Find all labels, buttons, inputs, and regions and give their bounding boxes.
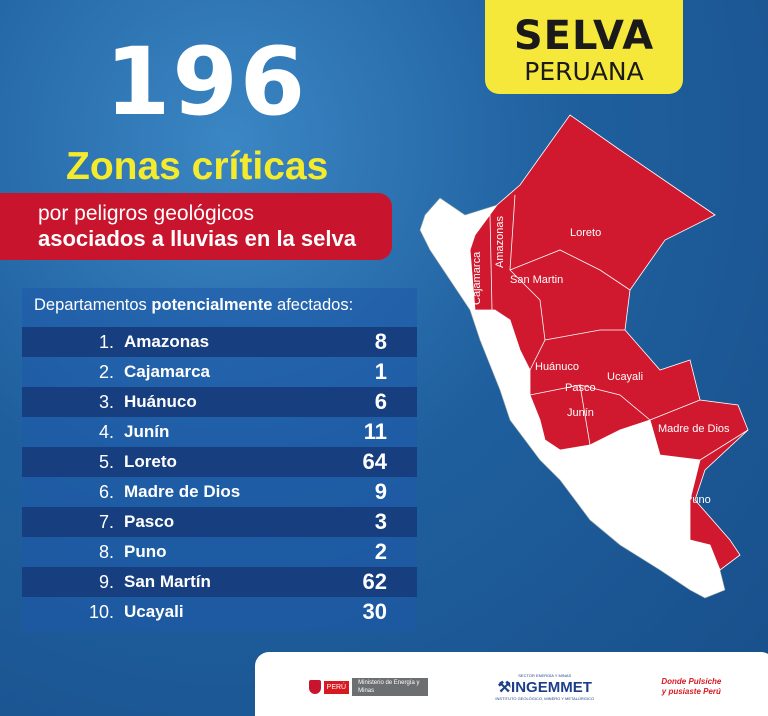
table-row: 5. Loreto 64 [22,447,417,477]
subtitle-line2: asociados a lluvias en la selva [38,226,356,251]
map-label: Puno [685,494,711,506]
map-label: Cajamarca [471,251,483,305]
badge-line2: PERUANA [524,57,644,86]
map-label: Amazonas [494,216,506,268]
row-value: 64 [362,449,387,474]
table-row: 3. Huánuco 6 [22,387,417,417]
map-label: Madre de Dios [658,423,730,435]
row-value: 6 [374,389,387,414]
map-label: Huánuco [535,361,579,373]
region-badge: SELVA PERUANA [485,0,683,94]
row-number: 9. [98,571,114,592]
coat-of-arms-icon [308,680,321,694]
ingemmet-top: SECTOR ENERGÍA Y MINAS [518,673,572,678]
ministry-label: Ministerio de Energía y Minas [352,678,429,696]
row-department: Junín [124,422,170,441]
footer-logos: PERÚ Ministerio de Energía y Minas SECTO… [255,652,768,716]
table-row: 8. Puno 2 [22,537,417,567]
map-label: Junín [567,407,594,419]
row-number: 8. [98,541,114,562]
map-affected-region [469,114,749,571]
ingemmet-name: INGEMMET [511,679,592,696]
peru-label: PERÚ [323,680,350,694]
table-row: 7. Pasco 3 [22,507,417,537]
subtitle-banner: por peligros geológicos asociados a lluv… [0,193,392,260]
table-row: 9. San Martín 62 [22,567,417,597]
ingemmet-sub: INSTITUTO GEOLÓGICO, MINERO Y METALÚRGIC… [495,696,595,701]
subtitle-line1: por peligros geológicos [38,202,254,225]
row-department: Amazonas [124,332,210,351]
row-department: Ucayali [124,602,184,621]
table-row: 1. Amazonas 8 [22,327,417,357]
map-label: Ucayali [607,371,643,383]
row-value: 2 [374,539,387,564]
badge-line1: SELVA [513,13,655,59]
row-number: 4. [98,421,114,442]
minem-logo: PERÚ Ministerio de Energía y Minas [308,678,429,696]
row-department: Loreto [124,452,177,471]
row-number: 7. [98,511,114,532]
ingemmet-logo: SECTOR ENERGÍA Y MINAS ⚒INGEMMET INSTITU… [495,673,594,701]
row-value: 8 [374,329,387,354]
row-value: 9 [374,479,387,504]
row-department: Pasco [124,512,175,531]
map-label: Pasco [565,382,596,394]
header-bold: potencialmente [151,296,273,314]
campaign-logo: Donde Pulsiche y pusiaste Perú [661,677,722,696]
table-header: Departamentos potencialmente afectados: [22,288,417,327]
row-department: Puno [124,542,167,561]
map-label: San Martin [510,274,563,286]
row-number: 3. [98,391,114,412]
table-row: 10. Ucayali 30 [22,597,417,627]
header-text: Departamentos [34,296,152,314]
ingemmet-main: ⚒INGEMMET [495,678,594,696]
row-number: 1. [98,331,114,352]
row-department: Huánuco [124,392,197,411]
row-value: 30 [362,599,387,624]
map-label: Loreto [570,227,601,239]
table-row: 6. Madre de Dios 9 [22,477,417,507]
departments-table: Departamentos potencialmente afectados: … [22,288,417,633]
row-value: 11 [363,419,387,444]
row-number: 6. [98,481,114,502]
row-value: 62 [362,569,387,594]
row-number: 5. [98,451,114,472]
table-row: 2. Cajamarca 1 [22,357,417,387]
row-value: 3 [374,509,387,534]
headline-number: 196 [105,28,308,137]
table-row: 4. Junín 11 [22,417,417,447]
row-number: 10. [88,601,114,622]
row-department: Cajamarca [124,362,211,381]
row-department: San Martín [124,572,211,591]
header-text: afectados: [272,296,354,314]
pickaxe-icon: ⚒ [497,679,512,696]
map-borders [489,194,749,461]
row-department: Madre de Dios [124,482,241,501]
row-value: 1 [374,359,387,384]
row-number: 2. [98,361,114,382]
headline-title: Zonas críticas [66,145,329,188]
